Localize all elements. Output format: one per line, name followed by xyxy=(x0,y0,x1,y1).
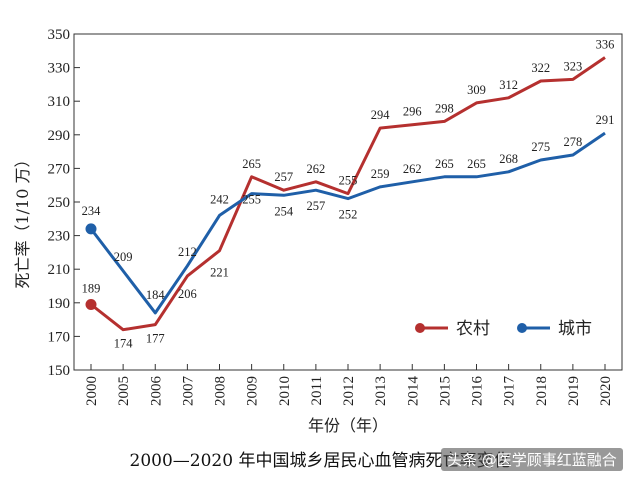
x-tick-label: 2000 xyxy=(84,376,100,406)
series-start-marker xyxy=(85,223,97,235)
y-tick-label: 230 xyxy=(48,229,71,245)
x-tick-label: 2019 xyxy=(566,376,582,406)
data-label-rural: 322 xyxy=(531,61,550,75)
data-label-rural: 309 xyxy=(467,83,486,97)
x-tick-label: 2013 xyxy=(373,376,389,406)
y-tick-label: 250 xyxy=(48,195,71,211)
x-tick-label: 2009 xyxy=(245,376,261,406)
data-label-urban: 242 xyxy=(210,192,229,206)
data-label-urban: 278 xyxy=(564,135,583,149)
data-label-urban: 184 xyxy=(146,288,166,302)
data-label-urban: 255 xyxy=(242,193,261,207)
plot-frame xyxy=(73,33,623,371)
data-label-rural: 174 xyxy=(114,337,134,351)
x-tick-label: 2006 xyxy=(148,376,164,407)
data-label-rural: 265 xyxy=(242,157,261,171)
data-label-urban: 252 xyxy=(339,208,358,222)
legend-marker xyxy=(415,323,425,333)
series-line-rural xyxy=(90,56,606,332)
y-tick-label: 290 xyxy=(48,128,71,144)
data-label-urban: 212 xyxy=(178,245,197,259)
x-tick-label: 2005 xyxy=(116,376,132,406)
data-label-urban: 265 xyxy=(435,157,454,171)
x-tick-label: 2012 xyxy=(341,376,357,406)
data-label-rural: 298 xyxy=(435,101,454,115)
y-tick-label: 170 xyxy=(48,329,71,345)
legend-label: 城市 xyxy=(558,319,592,339)
data-label-urban: 234 xyxy=(82,204,102,218)
axes: 150 170 190 210 230 250 270 290 310 330 350 2000 200… xyxy=(48,27,623,406)
x-tick-label: 2007 xyxy=(180,376,196,407)
y-tick-label: 330 xyxy=(48,61,71,77)
legend-label: 农村 xyxy=(456,319,490,339)
y-tick-label: 350 xyxy=(48,27,71,43)
y-tick-label: 310 xyxy=(48,94,71,110)
y-tick-label: 150 xyxy=(48,363,71,379)
data-label-urban: 257 xyxy=(307,199,326,213)
x-tick-label: 2020 xyxy=(598,376,614,406)
legend-marker xyxy=(517,323,527,333)
data-label-rural: 257 xyxy=(274,170,293,184)
x-tick-label: 2011 xyxy=(309,376,325,405)
x-axis-title: 年份（年） xyxy=(308,416,388,435)
x-tick-label: 2016 xyxy=(470,376,486,407)
series-start-marker xyxy=(85,298,97,310)
y-tick-label: 210 xyxy=(48,262,71,278)
data-label-urban: 268 xyxy=(499,152,518,166)
data-label-urban: 291 xyxy=(596,113,615,127)
data-label-urban: 265 xyxy=(467,157,486,171)
y-tick-label: 190 xyxy=(48,296,71,312)
data-label-rural: 255 xyxy=(339,174,358,188)
x-tick-label: 2014 xyxy=(405,376,421,407)
y-axis-title: 死亡率（1/10 万） xyxy=(13,151,32,288)
data-label-rural: 312 xyxy=(499,78,518,92)
data-label-rural: 296 xyxy=(403,105,422,119)
data-label-rural: 221 xyxy=(210,266,229,280)
series-line-urban xyxy=(89,131,606,315)
x-tick-label: 2017 xyxy=(502,376,518,407)
data-label-urban: 262 xyxy=(403,162,422,176)
watermark: 头条 @医学顾事红蓝融合 xyxy=(441,448,623,471)
data-label-urban: 209 xyxy=(114,250,133,264)
x-tick-label: 2010 xyxy=(277,376,293,406)
legend: 农村 城市 xyxy=(415,319,592,339)
data-labels: 189 174 177 206 221 265 257 262 255 294 296 298 309 3… xyxy=(82,38,615,351)
data-label-rural: 206 xyxy=(178,287,197,301)
x-tick-label: 2008 xyxy=(213,376,229,406)
data-label-urban: 275 xyxy=(531,140,550,154)
x-tick-label: 2018 xyxy=(534,376,550,406)
series-lines xyxy=(85,56,606,332)
figure-caption: 2000—2020 年中国城乡居民心血管病死亡率变化 xyxy=(129,451,511,471)
data-label-rural: 177 xyxy=(146,332,165,346)
x-tick-label: 2015 xyxy=(437,376,453,406)
y-tick-label: 270 xyxy=(48,161,71,177)
data-label-urban: 259 xyxy=(371,167,390,181)
data-label-rural: 336 xyxy=(596,38,615,52)
data-label-rural: 323 xyxy=(564,59,583,73)
data-label-rural: 262 xyxy=(307,162,326,176)
data-label-rural: 189 xyxy=(82,281,101,295)
data-label-rural: 294 xyxy=(371,108,391,122)
data-label-urban: 254 xyxy=(274,204,294,218)
